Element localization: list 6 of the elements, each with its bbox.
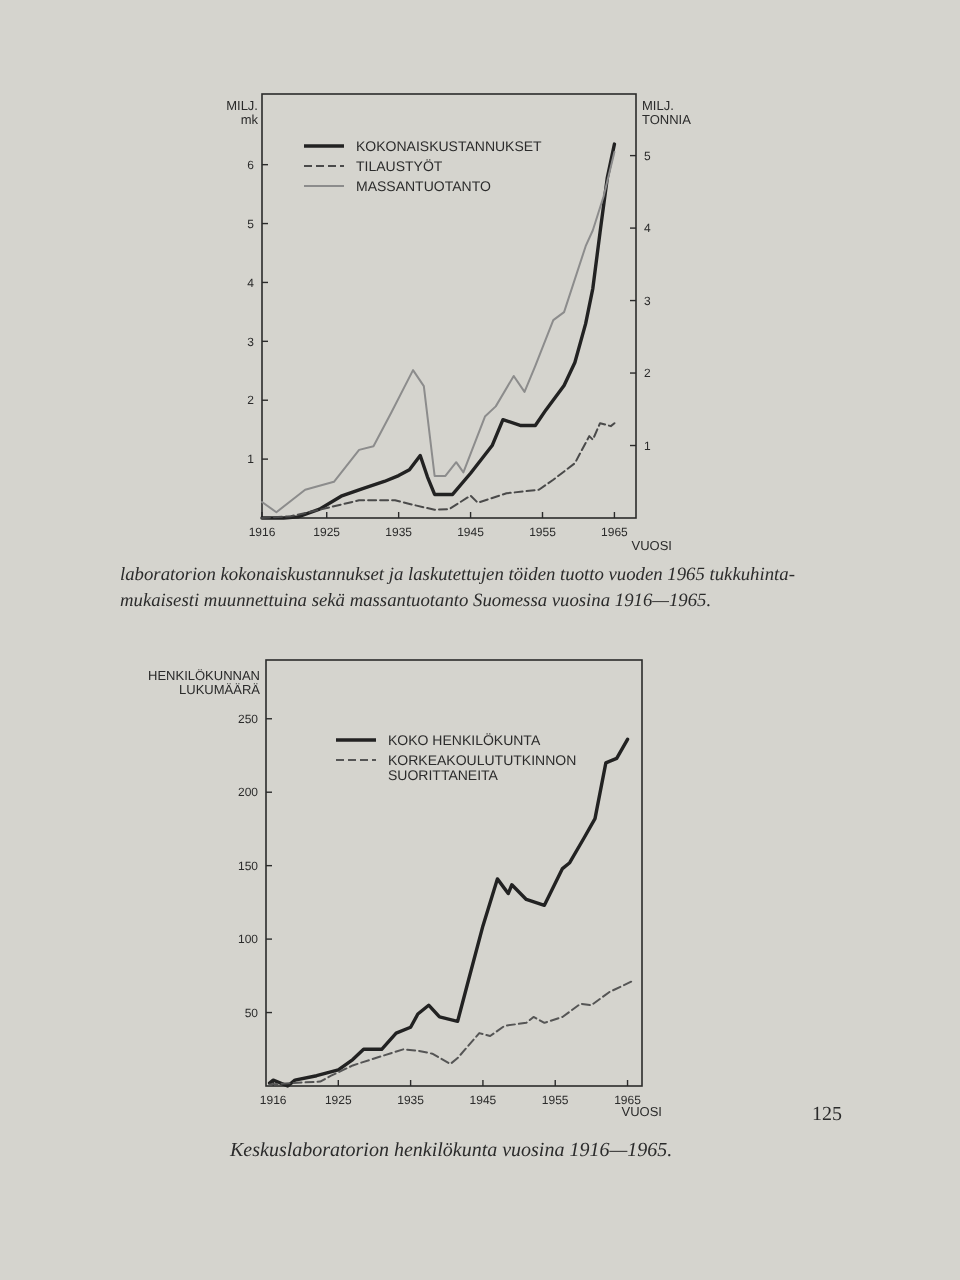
text: laboratorion kokonaiskustannukset ja laskutettujen töiden tuotto vuoden 1965 tukkuhinta- <box>120 566 795 586</box>
line-series <box>268 980 633 1086</box>
line-series <box>261 422 616 519</box>
text: Keskuslaboratorion henkilökunta vuosina 1916—1965. <box>228 1140 673 1162</box>
text: 125 <box>812 1104 842 1126</box>
text: mukaisesti muunnettuina sekä massantuotanto Suomessa vuosina 1916—1965. <box>120 592 712 612</box>
